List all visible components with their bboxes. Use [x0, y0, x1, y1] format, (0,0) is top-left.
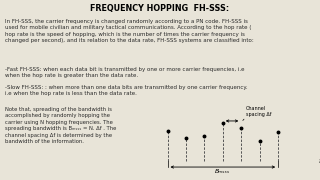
Text: FREQUENCY HOPPING  FH-SSS:: FREQUENCY HOPPING FH-SSS:: [91, 4, 229, 14]
Text: Bₘₛₛₛ: Bₘₛₛₛ: [215, 169, 230, 174]
Text: In FH-SSS, the carrier frequency is changed randomly according to a PN code. FH-: In FH-SSS, the carrier frequency is chan…: [5, 19, 253, 43]
Text: f: f: [318, 158, 320, 164]
Text: Note that, spreading of the bandwidth is
accomplished by randomly hopping the
ca: Note that, spreading of the bandwidth is…: [5, 107, 116, 144]
Text: Channel
spacing Δf: Channel spacing Δf: [246, 106, 271, 117]
Text: -Slow FH-SSS: : when more than one data bits are transmitted by one carrier freq: -Slow FH-SSS: : when more than one data …: [5, 85, 247, 96]
Text: -Fast FH-SSS: when each data bit is transmitted by one or more carrier frequenci: -Fast FH-SSS: when each data bit is tran…: [5, 67, 244, 78]
